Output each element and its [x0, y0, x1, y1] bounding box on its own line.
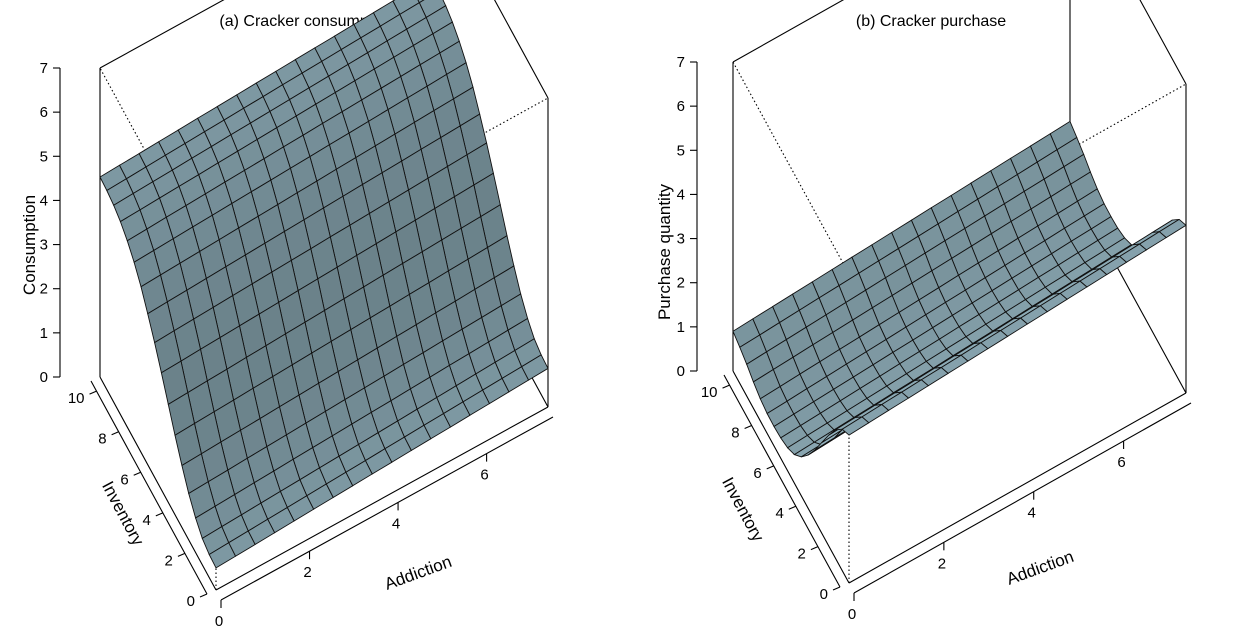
panel-b-zlabel: Purchase quantity	[655, 183, 674, 320]
panel-b-x-tick-label: 0	[848, 606, 856, 623]
panel-a-box-edge	[99, 376, 217, 591]
panel-a-y-tick-label: 8	[98, 431, 106, 448]
panel-a-z-tick-label: 7	[40, 60, 48, 77]
panel-b-plot-area: 0 1 2 3 4 5 6 7 0 2 4 6 8 10 0 2 4 6	[677, 0, 1192, 623]
panel-b-y-tick	[788, 505, 797, 510]
panel-a-y-tick-label: 6	[120, 471, 128, 488]
panel-a-x-tick-label: 0	[215, 613, 223, 630]
panel-a-x-tick-label: 4	[392, 515, 400, 532]
panel-a-x-tick-label: 2	[303, 564, 311, 581]
panel-a-y-tick-label: 0	[187, 593, 195, 610]
panel-a-y-tick	[177, 552, 186, 557]
panel-b-box-edge-hidden	[732, 61, 850, 275]
panel-b-y-tick-label: 2	[798, 546, 806, 563]
panel-b-z-tick-label: 3	[677, 231, 685, 248]
panel-a-y-tick	[111, 431, 119, 436]
panel-a-y-tick	[133, 471, 141, 476]
panel-a-z-tick-label: 0	[40, 369, 48, 386]
panel-b-box-edge	[848, 392, 1187, 584]
panel-a-xlabel: Addiction	[382, 552, 454, 594]
panel-b-x-tick-label: 6	[1117, 454, 1125, 471]
panel-b-z-tick-label: 2	[677, 275, 685, 292]
panel-b-surface	[732, 120, 1187, 458]
panel-a-z-tick-label: 3	[40, 237, 48, 254]
panel-b-surface-facet	[841, 416, 870, 436]
panel-a-y-tick	[155, 512, 164, 517]
panel-a-box-edge	[215, 406, 549, 591]
panel-b-y-tick	[766, 465, 774, 470]
panel-a-y-tick	[199, 593, 208, 598]
panel-a-y-tick-label: 2	[165, 552, 173, 569]
panel-b-y-tick-label: 4	[775, 505, 783, 522]
panel-b-z-tick-label: 7	[677, 54, 685, 71]
panel-b-y-tick-label: 10	[701, 384, 718, 401]
panel-purchase: (b) Cracker purchase Purchase quantity A…	[655, 0, 1192, 623]
panel-a-zlabel: Consumption	[20, 195, 39, 295]
panel-b-y-tick-label: 8	[731, 424, 739, 441]
panel-a-z-tick-label: 4	[40, 192, 48, 209]
panel-b-z-tick-label: 5	[677, 142, 685, 159]
panel-b-x-tick-label: 4	[1028, 505, 1036, 522]
panel-a-y-tick-label: 4	[142, 512, 150, 529]
panel-b-y-tick	[744, 424, 752, 429]
panel-a-box-edge	[99, 0, 225, 69]
panel-b-z-tick-label: 0	[677, 363, 685, 380]
panel-a-title: (a) Cracker consumption	[219, 13, 394, 30]
panel-b-z-tick-label: 1	[677, 319, 685, 336]
panel-a-surface-facet	[208, 542, 237, 569]
panel-b-box-edge	[732, 0, 845, 63]
panel-a-z-tick-label: 6	[40, 104, 48, 121]
panel-consumption: (a) Cracker consumption Consumption Addi…	[20, 0, 554, 630]
panel-b-box-edge	[732, 370, 850, 584]
panel-b-y-tick-label: 0	[820, 586, 828, 603]
panel-a-z-tick-label: 2	[40, 281, 48, 298]
panel-a-plot-area: 0 1 2 3 4 5 6 7 0 2 4 6 8 10 0 2 4 6	[40, 0, 554, 630]
panel-b-x-axis-line	[853, 402, 1192, 594]
panel-a-x-tick-label: 6	[480, 467, 488, 484]
panel-a-box-edge	[494, 0, 549, 99]
panel-b-y-tick-label: 6	[753, 465, 761, 482]
panel-b-xlabel: Addiction	[1004, 547, 1076, 589]
panel-b-title: (b) Cracker purchase	[856, 13, 1006, 30]
panel-a-x-axis-line	[220, 416, 554, 601]
panel-a-z-tick-label: 5	[40, 148, 48, 165]
panel-a-ylabel: Inventory	[98, 478, 148, 549]
panel-b-y-tick	[832, 586, 841, 591]
panel-a-y-tick-label: 10	[68, 390, 85, 407]
panel-b-x-tick-label: 2	[938, 555, 946, 572]
panel-a-y-tick	[89, 390, 97, 395]
panel-b-box-edge	[1139, 0, 1187, 85]
panel-b-y-axis-line	[723, 374, 841, 588]
panel-b-z-tick-label: 4	[677, 186, 685, 203]
panel-a-surface	[99, 0, 549, 569]
panel-b-y-tick	[810, 546, 819, 551]
panel-b-z-tick-label: 6	[677, 98, 685, 115]
panel-b-ylabel: Inventory	[718, 474, 768, 545]
panel-a-z-tick-label: 1	[40, 325, 48, 342]
panel-a-y-axis-line	[90, 380, 208, 595]
panel-b-y-tick	[722, 384, 730, 389]
